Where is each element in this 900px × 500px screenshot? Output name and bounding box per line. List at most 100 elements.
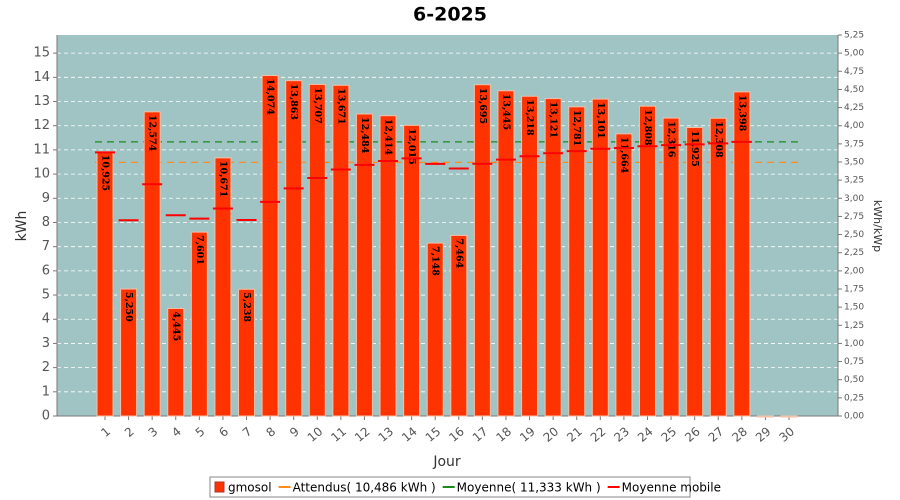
data-label: 12,484 — [359, 117, 370, 154]
bar — [780, 415, 798, 418]
bar — [332, 84, 350, 417]
y2-tick-label: 3,00 — [844, 194, 864, 204]
bar — [591, 98, 609, 417]
y2-tick-label: 2,25 — [844, 248, 864, 258]
legend-swatch — [214, 481, 225, 493]
bar — [143, 111, 161, 417]
y2-tick-label: 1,75 — [844, 285, 864, 295]
x-tick-label: 13 — [376, 424, 397, 445]
x-tick-label: 22 — [588, 424, 609, 445]
legend-label: gmosol — [228, 481, 272, 495]
bar — [238, 288, 256, 417]
y-axis-label: kWh — [14, 211, 30, 242]
data-label: 13,398 — [736, 95, 747, 132]
bar — [662, 117, 680, 417]
bar — [733, 91, 751, 417]
x-tick-label: 2 — [122, 424, 137, 440]
y-tick-label: 15 — [33, 46, 50, 61]
y-tick-label: 14 — [33, 70, 50, 85]
bar — [568, 106, 586, 417]
data-label: 13,218 — [524, 99, 535, 136]
x-tick-label: 21 — [564, 424, 585, 445]
data-label: 11,925 — [689, 131, 700, 167]
bar — [638, 105, 656, 417]
y2-tick-label: 2,75 — [844, 212, 864, 222]
bar — [403, 124, 421, 417]
data-label: 12,574 — [147, 115, 158, 152]
data-label: 12,308 — [713, 121, 724, 158]
legend-label: Attendus( 10,486 kWh ) — [293, 481, 436, 495]
bar — [308, 83, 326, 417]
y2-tick-label: 1,50 — [844, 303, 864, 313]
x-tick-label: 10 — [305, 424, 326, 445]
y-tick-label: 1 — [42, 384, 50, 399]
y-tick-label: 6 — [42, 263, 50, 278]
bar — [285, 80, 303, 417]
legend-label: Moyenne mobile — [622, 481, 721, 495]
x-tick-label: 29 — [753, 424, 774, 445]
data-label: 12,781 — [571, 110, 582, 146]
x-tick-label: 15 — [423, 424, 444, 445]
data-label: 13,671 — [335, 88, 346, 124]
data-label: 7,601 — [194, 235, 205, 265]
x-tick-label: 9 — [287, 424, 302, 440]
bar — [686, 127, 704, 417]
x-tick-label: 7 — [240, 424, 255, 440]
y-tick-label: 11 — [33, 142, 50, 157]
data-label: 4,445 — [170, 311, 181, 341]
y2-tick-label: 4,75 — [844, 67, 864, 77]
y-tick-label: 0 — [42, 409, 50, 424]
bar — [426, 242, 444, 417]
data-label: 13,863 — [288, 84, 299, 120]
bar — [190, 231, 208, 417]
x-tick-label: 23 — [611, 424, 632, 445]
bar — [497, 90, 515, 417]
y-tick-label: 5 — [42, 288, 50, 303]
data-label: 5,238 — [241, 292, 252, 322]
x-tick-label: 20 — [541, 424, 562, 445]
bar — [756, 415, 774, 418]
bar — [167, 307, 185, 417]
data-label: 13,707 — [312, 87, 323, 123]
y-tick-label: 10 — [33, 167, 50, 182]
bar — [521, 95, 539, 417]
bar — [709, 117, 727, 417]
x-tick-label: 30 — [776, 424, 797, 445]
data-label: 5,250 — [123, 292, 134, 322]
bar — [544, 98, 562, 417]
bar — [120, 288, 138, 417]
y2-tick-label: 0,00 — [844, 412, 864, 422]
x-tick-label: 6 — [216, 424, 231, 440]
x-axis-label: Jour — [432, 454, 461, 470]
y2-tick-label: 3,50 — [844, 158, 864, 168]
y-tick-label: 12 — [33, 118, 50, 133]
y2-tick-label: 4,25 — [844, 103, 864, 113]
x-tick-label: 1 — [98, 424, 113, 440]
y2-tick-label: 4,50 — [844, 85, 864, 95]
data-label: 13,101 — [595, 102, 606, 138]
y2-tick-label: 3,75 — [844, 139, 864, 149]
x-tick-label: 18 — [493, 424, 514, 445]
y2-tick-label: 5,25 — [844, 31, 864, 41]
bar — [261, 75, 279, 417]
bar — [355, 113, 373, 417]
y-tick-label: 3 — [42, 336, 50, 351]
y-tick-label: 9 — [42, 191, 50, 206]
x-tick-label: 12 — [352, 424, 373, 445]
legend-label: Moyenne( 11,333 kWh ) — [457, 481, 601, 495]
x-tick-label: 14 — [399, 424, 420, 445]
data-label: 12,808 — [642, 109, 653, 146]
y2-tick-label: 1,25 — [844, 321, 864, 331]
data-label: 12,316 — [666, 121, 677, 158]
data-label: 7,148 — [430, 246, 441, 276]
y2-tick-label: 2,00 — [844, 266, 864, 276]
chart-title: 6-2025 — [413, 4, 487, 26]
x-tick-label: 26 — [682, 424, 703, 445]
x-tick-label: 24 — [635, 424, 656, 445]
data-label: 13,121 — [548, 102, 559, 138]
y2-tick-label: 5,00 — [844, 49, 864, 59]
data-label: 13,445 — [500, 94, 511, 130]
y-tick-label: 8 — [42, 215, 50, 230]
data-label: 12,015 — [406, 128, 417, 164]
